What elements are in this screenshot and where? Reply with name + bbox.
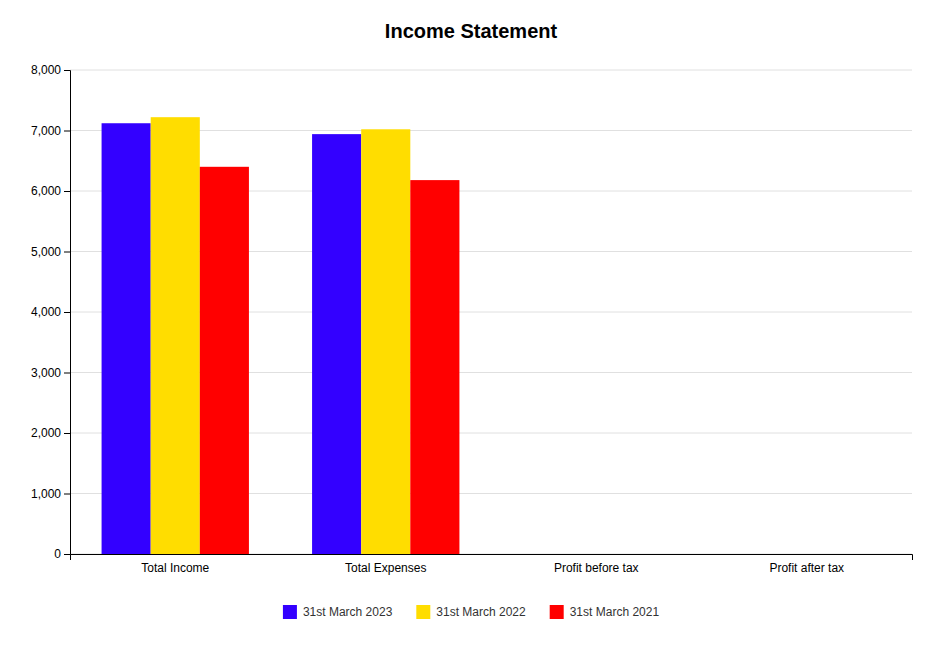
y-tick-mark — [64, 554, 70, 555]
y-tick-label: 6,000 — [31, 184, 61, 198]
bar-series — [200, 167, 460, 554]
y-tick: 2,000 — [31, 426, 70, 440]
y-tick-label: 0 — [54, 547, 61, 561]
legend-swatch — [416, 605, 430, 619]
y-tick: 1,000 — [31, 487, 70, 501]
y-tick-mark — [64, 252, 70, 253]
bar — [572, 554, 621, 555]
y-tick-mark — [64, 312, 70, 313]
y-tick-label: 2,000 — [31, 426, 61, 440]
x-tick-label: Profit after tax — [769, 561, 844, 575]
x-tick: Profit after tax — [769, 561, 844, 575]
legend-item: 31st March 2021 — [550, 605, 660, 619]
y-tick-label: 7,000 — [31, 124, 61, 138]
chart: Income Statement 0 1,000 2,000 3,000 4,000 5,0… — [0, 0, 942, 654]
legend-item: 31st March 2023 — [283, 605, 393, 619]
y-tick: 4,000 — [31, 305, 70, 319]
y-tick-label: 8,000 — [31, 63, 61, 77]
y-tick-mark — [64, 131, 70, 132]
bar — [782, 554, 831, 555]
legend-item: 31st March 2022 — [416, 605, 526, 619]
y-tick: 3,000 — [31, 366, 70, 380]
x-tick-label: Total Expenses — [345, 561, 426, 575]
bar — [733, 554, 782, 555]
y-tick-mark — [64, 494, 70, 495]
bar — [523, 554, 572, 555]
y-tick-label: 3,000 — [31, 366, 61, 380]
y-tick-mark — [64, 191, 70, 192]
legend-swatch — [550, 605, 564, 619]
x-axis-line — [71, 555, 913, 561]
bar — [621, 554, 670, 555]
y-tick: 6,000 — [31, 184, 70, 198]
bar — [200, 167, 249, 554]
y-tick-mark — [64, 433, 70, 434]
bar-series — [102, 123, 362, 554]
y-tick-mark — [64, 70, 70, 71]
y-tick-label: 5,000 — [31, 245, 61, 259]
legend-label: 31st March 2021 — [570, 605, 660, 619]
y-tick-label: 1,000 — [31, 487, 61, 501]
x-tick: Total Expenses — [345, 561, 426, 575]
x-tick: Total Income — [141, 561, 209, 575]
y-tick: 7,000 — [31, 124, 70, 138]
plot: 0 1,000 2,000 3,000 4,000 5,000 6,000 7,000 8,00… — [31, 63, 913, 574]
legend-label: 31st March 2023 — [303, 605, 393, 619]
x-tick-label: Profit before tax — [554, 561, 639, 575]
y-axis-line — [64, 71, 71, 555]
y-tick: 8,000 — [31, 63, 70, 77]
legend-swatch — [283, 605, 297, 619]
bar — [312, 134, 361, 554]
y-tick: 0 — [54, 547, 70, 561]
grid-line — [70, 70, 912, 71]
y-axis: 0 1,000 2,000 3,000 4,000 5,000 6,000 7,000 8,00… — [31, 63, 71, 561]
y-tick: 5,000 — [31, 245, 70, 259]
bar-series — [151, 117, 411, 554]
x-axis: Total Income Total Expenses Profit before … — [71, 555, 913, 575]
x-tick-label: Total Income — [141, 561, 209, 575]
bars — [102, 117, 460, 554]
y-tick-label: 4,000 — [31, 305, 61, 319]
legend: 31st March 2023 31st March 2022 31st March… — [283, 605, 659, 619]
bar — [361, 129, 410, 554]
bar — [151, 117, 200, 554]
bar — [831, 554, 880, 555]
bar — [410, 180, 459, 554]
title: Income Statement — [385, 20, 558, 42]
x-tick: Profit before tax — [554, 561, 639, 575]
bar — [102, 123, 151, 554]
y-tick-mark — [64, 373, 70, 374]
grid — [70, 70, 912, 554]
legend-label: 31st March 2022 — [436, 605, 526, 619]
